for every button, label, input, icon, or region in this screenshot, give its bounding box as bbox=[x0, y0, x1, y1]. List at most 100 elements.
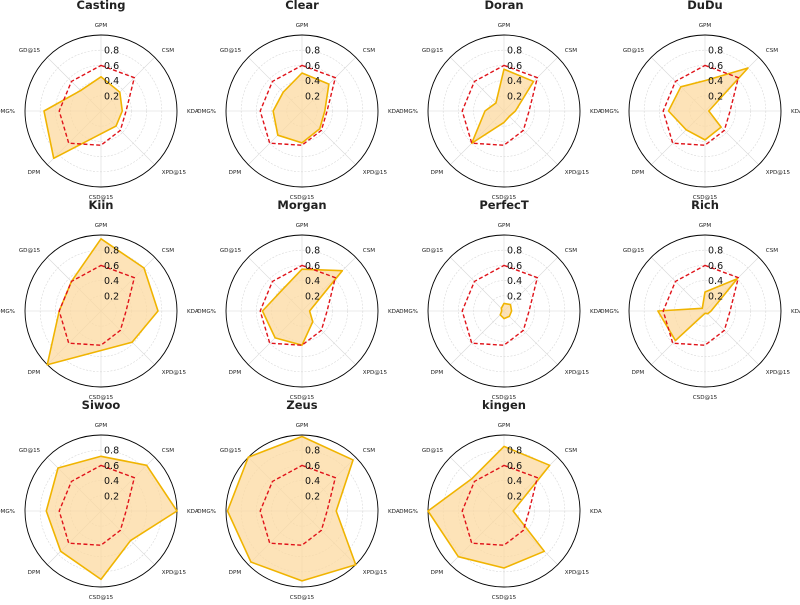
axis-label-dpm: DPM bbox=[431, 570, 444, 576]
axis-label-dpm: DPM bbox=[229, 570, 242, 576]
radar-frame bbox=[628, 34, 782, 188]
radial-tick-label: 0.4 bbox=[104, 476, 119, 487]
chart-title-clear: Clear bbox=[285, 0, 319, 12]
axis-label-dpm: DPM bbox=[28, 170, 41, 176]
reference-polygon bbox=[58, 264, 136, 346]
radial-tick-label: 0.2 bbox=[507, 91, 522, 102]
radial-tick-label: 0.8 bbox=[104, 246, 119, 257]
axis-label-csm: CSM bbox=[565, 48, 577, 54]
radial-tick-label: 0.6 bbox=[104, 61, 119, 72]
radial-tick-label: 0.2 bbox=[507, 291, 522, 302]
axis-label-dmg: DMG% bbox=[197, 509, 216, 515]
player-polygon-kingen bbox=[427, 445, 551, 569]
radial-tick-label: 0.4 bbox=[507, 276, 522, 287]
axis-label-dmg: DMG% bbox=[399, 109, 418, 115]
axis-label-gpm: GPM bbox=[498, 23, 511, 29]
radial-tick-label: 0.2 bbox=[104, 291, 119, 302]
axis-label-csm: CSM bbox=[162, 248, 174, 254]
axis-label-gd15: GD@15 bbox=[220, 48, 242, 54]
reference-polygon bbox=[259, 64, 337, 146]
axis-label-kda: KDA bbox=[590, 509, 602, 515]
axis-label-csd15: CSD@15 bbox=[492, 595, 517, 601]
player-polygon-siwoo bbox=[45, 455, 178, 581]
chart-title-rich: Rich bbox=[691, 198, 719, 212]
axis-label-kda: KDA bbox=[590, 109, 602, 115]
radial-tick-label: 0.6 bbox=[507, 261, 522, 272]
axis-label-xpd15: XPD@15 bbox=[363, 370, 388, 376]
radar-panel-clear: 0.2 0.4 0.6 0.8 GPM CSM KDA XPD@15 CSD@15 DPM DMG%… bbox=[197, 0, 400, 201]
radial-tick-label: 0.2 bbox=[305, 491, 320, 502]
radial-tick-label: 0.4 bbox=[305, 276, 320, 287]
radar-frame bbox=[225, 434, 379, 588]
player-polygon-zeus bbox=[226, 435, 357, 582]
player-polygon-rich bbox=[657, 277, 739, 342]
chart-title-perfect: PerfecT bbox=[479, 198, 529, 212]
axis-label-gd15: GD@15 bbox=[422, 448, 444, 454]
axis-label-xpd15: XPD@15 bbox=[162, 370, 187, 376]
axis-label-xpd15: XPD@15 bbox=[766, 170, 791, 176]
chart-title-morgan: Morgan bbox=[277, 198, 326, 212]
radial-tick-label: 0.8 bbox=[507, 46, 522, 57]
axis-label-csm: CSM bbox=[162, 48, 174, 54]
player-polygon-morgan bbox=[261, 268, 344, 347]
radial-tick-label: 0.4 bbox=[104, 276, 119, 287]
radial-tick-label: 0.8 bbox=[305, 246, 320, 257]
radar-frame bbox=[628, 234, 782, 388]
player-polygon-casting bbox=[43, 76, 124, 160]
axis-label-csd15: CSD@15 bbox=[89, 395, 114, 401]
radar-panel-morgan: 0.2 0.4 0.6 0.8 GPM CSM KDA XPD@15 CSD@15 DPM DMG%… bbox=[197, 198, 400, 401]
grid-spoke bbox=[704, 310, 759, 365]
radial-tick-label: 0.8 bbox=[305, 446, 320, 457]
axis-label-csm: CSM bbox=[363, 248, 375, 254]
chart-title-doran: Doran bbox=[484, 0, 523, 12]
axis-label-csd15: CSD@15 bbox=[492, 195, 517, 201]
axis-label-csm: CSM bbox=[363, 48, 375, 54]
radial-tick-label: 0.4 bbox=[305, 476, 320, 487]
radar-frame bbox=[24, 34, 178, 188]
radar-panel-rich: 0.2 0.4 0.6 0.8 GPM CSM KDA XPD@15 CSD@15 DPM DMG%… bbox=[600, 198, 800, 401]
axis-label-gd15: GD@15 bbox=[422, 248, 444, 254]
radial-tick-label: 0.8 bbox=[708, 246, 723, 257]
radial-tick-label: 0.2 bbox=[104, 91, 119, 102]
grid-spoke bbox=[450, 310, 505, 365]
axis-label-kda: KDA bbox=[590, 309, 602, 315]
axis-label-dpm: DPM bbox=[229, 170, 242, 176]
axis-label-gpm: GPM bbox=[498, 423, 511, 429]
axis-label-dpm: DPM bbox=[632, 170, 645, 176]
radial-tick-label: 0.6 bbox=[507, 461, 522, 472]
axis-label-csm: CSM bbox=[766, 248, 778, 254]
axis-label-kda: KDA bbox=[187, 309, 199, 315]
radial-tick-label: 0.6 bbox=[305, 61, 320, 72]
radial-tick-label: 0.8 bbox=[507, 246, 522, 257]
radar-frame bbox=[225, 34, 379, 188]
chart-title-siwoo: Siwoo bbox=[82, 398, 121, 412]
axis-label-gd15: GD@15 bbox=[19, 48, 41, 54]
radial-tick-label: 0.6 bbox=[305, 461, 320, 472]
axis-label-xpd15: XPD@15 bbox=[565, 170, 590, 176]
radial-tick-label: 0.6 bbox=[104, 261, 119, 272]
axis-label-gpm: GPM bbox=[95, 23, 108, 29]
radar-panel-siwoo: 0.2 0.4 0.6 0.8 GPM CSM KDA XPD@15 CSD@15 DPM DMG%… bbox=[0, 398, 199, 601]
reference-polygon bbox=[461, 64, 539, 146]
axis-label-dpm: DPM bbox=[28, 370, 41, 376]
radar-panel-doran: 0.2 0.4 0.6 0.8 GPM CSM KDA XPD@15 CSD@15 DPM DMG%… bbox=[399, 0, 602, 201]
radial-tick-label: 0.6 bbox=[305, 261, 320, 272]
axis-label-gpm: GPM bbox=[95, 423, 108, 429]
radial-tick-label: 0.8 bbox=[507, 446, 522, 457]
axis-label-kda: KDA bbox=[791, 109, 800, 115]
axis-label-csd15: CSD@15 bbox=[290, 195, 315, 201]
radial-tick-label: 0.8 bbox=[305, 46, 320, 57]
axis-label-gd15: GD@15 bbox=[220, 448, 242, 454]
axis-label-csd15: CSD@15 bbox=[693, 195, 718, 201]
axis-label-gpm: GPM bbox=[699, 223, 712, 229]
grid-spoke bbox=[651, 257, 706, 312]
axis-label-gpm: GPM bbox=[95, 223, 108, 229]
radar-panel-perfect: 0.2 0.4 0.6 0.8 GPM CSM KDA XPD@15 CSD@15 DPM DMG%… bbox=[399, 198, 602, 401]
radar-panel-kiin: 0.2 0.4 0.6 0.8 GPM CSM KDA XPD@15 CSD@15 DPM DMG%… bbox=[0, 198, 199, 401]
radial-tick-label: 0.6 bbox=[507, 61, 522, 72]
axis-label-gd15: GD@15 bbox=[220, 248, 242, 254]
chart-title-kingen: kingen bbox=[482, 398, 526, 412]
chart-title-casting: Casting bbox=[77, 0, 126, 12]
radar-frame bbox=[225, 234, 379, 388]
